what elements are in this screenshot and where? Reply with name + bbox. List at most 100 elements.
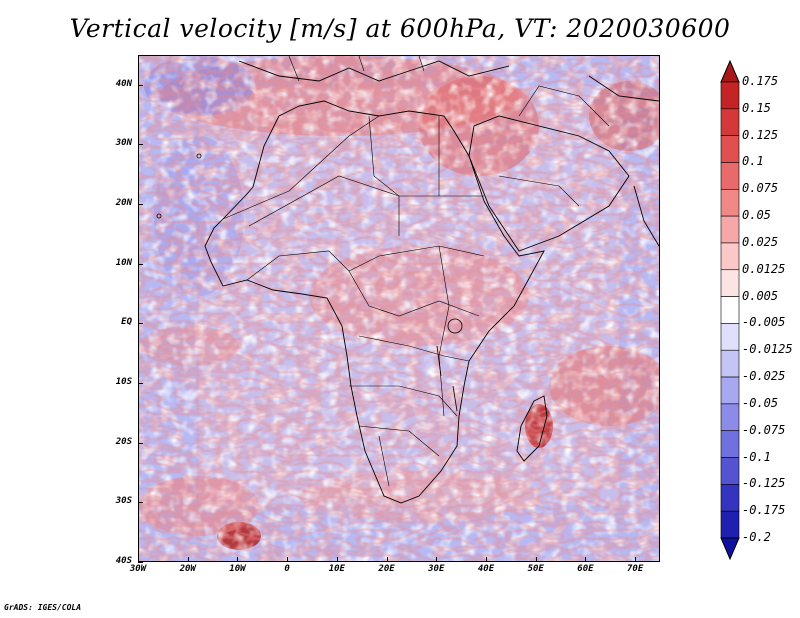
colorbar-label-2: 0.125: [742, 127, 779, 142]
colorbar-swatch-2: [720, 108, 740, 136]
colorbar-label-3: 0.1: [742, 154, 764, 169]
map-panel: [138, 55, 660, 562]
border-southern-3: [378, 435, 390, 487]
lon-tick-6: [436, 557, 438, 562]
colorbar-label-11: -0.025: [742, 369, 786, 384]
lat-label-1: 30N: [115, 138, 132, 149]
colorbar-swatch-3: [720, 135, 740, 163]
border-southern-2: [358, 425, 440, 457]
colorbar-label-8: 0.005: [742, 288, 779, 303]
madagascar-coastline: [516, 395, 548, 462]
lon-label-5: 20E: [378, 564, 395, 574]
lat-tick-3: [138, 263, 143, 265]
lakes-islands: [156, 153, 463, 412]
lon-label-4: 10E: [328, 564, 345, 574]
lat-label-8: 40S: [115, 556, 132, 566]
lon-tick-5: [386, 557, 388, 562]
lat-tick-5: [138, 383, 143, 385]
lat-tick-7: [138, 502, 143, 504]
lat-label-6: 20S: [115, 436, 132, 447]
lon-label-2: 10W: [229, 564, 246, 574]
lat-label-7: 30S: [115, 496, 132, 507]
canary-islands: [196, 153, 202, 159]
border-egypt: [438, 116, 484, 197]
border-central-2: [358, 335, 470, 362]
colorbar-label-14: -0.1: [742, 449, 771, 464]
lon-label-9: 60E: [577, 564, 594, 574]
africa-coastline: [204, 100, 545, 504]
colorbar-label-1: 0.15: [742, 100, 771, 115]
colorbar-label-9: -0.005: [742, 315, 786, 330]
colorbar-label-7: 0.0125: [742, 261, 786, 276]
colorbar-label-5: 0.05: [742, 208, 771, 223]
lake-victoria: [447, 318, 463, 334]
lon-tick-10: [635, 557, 637, 562]
lon-tick-2: [237, 557, 239, 562]
colorbar-swatch-12: [720, 376, 740, 405]
colorbar-label-0: 0.175: [742, 74, 779, 88]
lon-label-3: 0: [284, 564, 290, 574]
cape-verde: [156, 213, 162, 219]
lon-label-1: 20W: [179, 564, 196, 574]
colorbar-label-16: -0.175: [742, 503, 786, 518]
border-southern-1: [349, 385, 458, 417]
lat-tick-1: [138, 144, 143, 146]
lat-label-3: 10N: [115, 257, 132, 268]
colorbar-label-17: -0.2: [742, 530, 771, 544]
colorbar-swatch-14: [720, 430, 740, 458]
border-central-1: [348, 270, 480, 317]
country-borders: [222, 56, 610, 487]
lon-label-7: 40E: [477, 564, 495, 574]
border-europe: [288, 56, 425, 82]
lon-tick-7: [486, 557, 487, 562]
lake-tanganyika: [436, 345, 442, 377]
india-coastline: [633, 185, 659, 247]
colorbar-swatch-9: [720, 296, 740, 324]
colorbar-bottom-triangle: [720, 537, 740, 560]
colorbar-label-6: 0.025: [742, 234, 779, 249]
border-sahara-mid: [248, 175, 439, 227]
footer-credit: GrADS: IGES/COLA: [4, 603, 82, 612]
europe-coastline: [238, 60, 510, 82]
colorbar-label-13: -0.075: [742, 422, 786, 437]
lon-label-6: 30E: [428, 564, 445, 574]
lat-tick-8: [138, 562, 143, 563]
lat-tick-2: [138, 204, 143, 206]
lat-label-5: 10S: [115, 377, 132, 388]
colorbar-top-triangle: [720, 60, 740, 83]
border-east-africa: [438, 245, 450, 417]
chart-title: Vertical velocity [m/s] at 600hPa, VT: 2…: [69, 14, 731, 43]
lon-tick-8: [535, 557, 537, 562]
colorbar-swatch-8: [720, 269, 740, 297]
lat-label-2: 20N: [115, 198, 132, 209]
colorbar-swatch-5: [720, 188, 740, 217]
colorbar-swatch-1: [720, 81, 740, 110]
colorbar-swatch-4: [720, 162, 740, 190]
lon-label-10: 70E: [627, 564, 644, 574]
colorbar-swatch-10: [720, 323, 740, 351]
colorbar-swatch-13: [720, 403, 740, 432]
colorbar-label-15: -0.125: [742, 476, 786, 491]
border-libya: [368, 115, 400, 236]
colorbar-label-4: 0.075: [742, 181, 779, 196]
lat-label-0: 40N: [115, 78, 132, 89]
lat-tick-6: [138, 442, 143, 444]
lon-tick-0: [138, 557, 139, 562]
arabia-coastline: [468, 115, 630, 252]
lon-tick-1: [187, 557, 189, 562]
lat-tick-4: [138, 323, 143, 325]
colorbar-label-10: -0.0125: [742, 342, 793, 357]
coastlines: [204, 60, 659, 504]
colorbar-swatch-16: [720, 484, 740, 512]
border-sahara-north: [222, 115, 380, 220]
lon-tick-9: [585, 557, 587, 562]
border-arabia: [498, 175, 580, 207]
lon-tick-4: [336, 557, 338, 562]
lat-tick-0: [138, 84, 143, 86]
colorbar-swatch-15: [720, 457, 740, 485]
lon-label-8: 50E: [527, 564, 544, 574]
colorbar-swatch-6: [720, 215, 740, 244]
velocity-field-map: [139, 56, 659, 561]
field-texture-red: [139, 56, 659, 561]
colorbar: [720, 60, 740, 560]
